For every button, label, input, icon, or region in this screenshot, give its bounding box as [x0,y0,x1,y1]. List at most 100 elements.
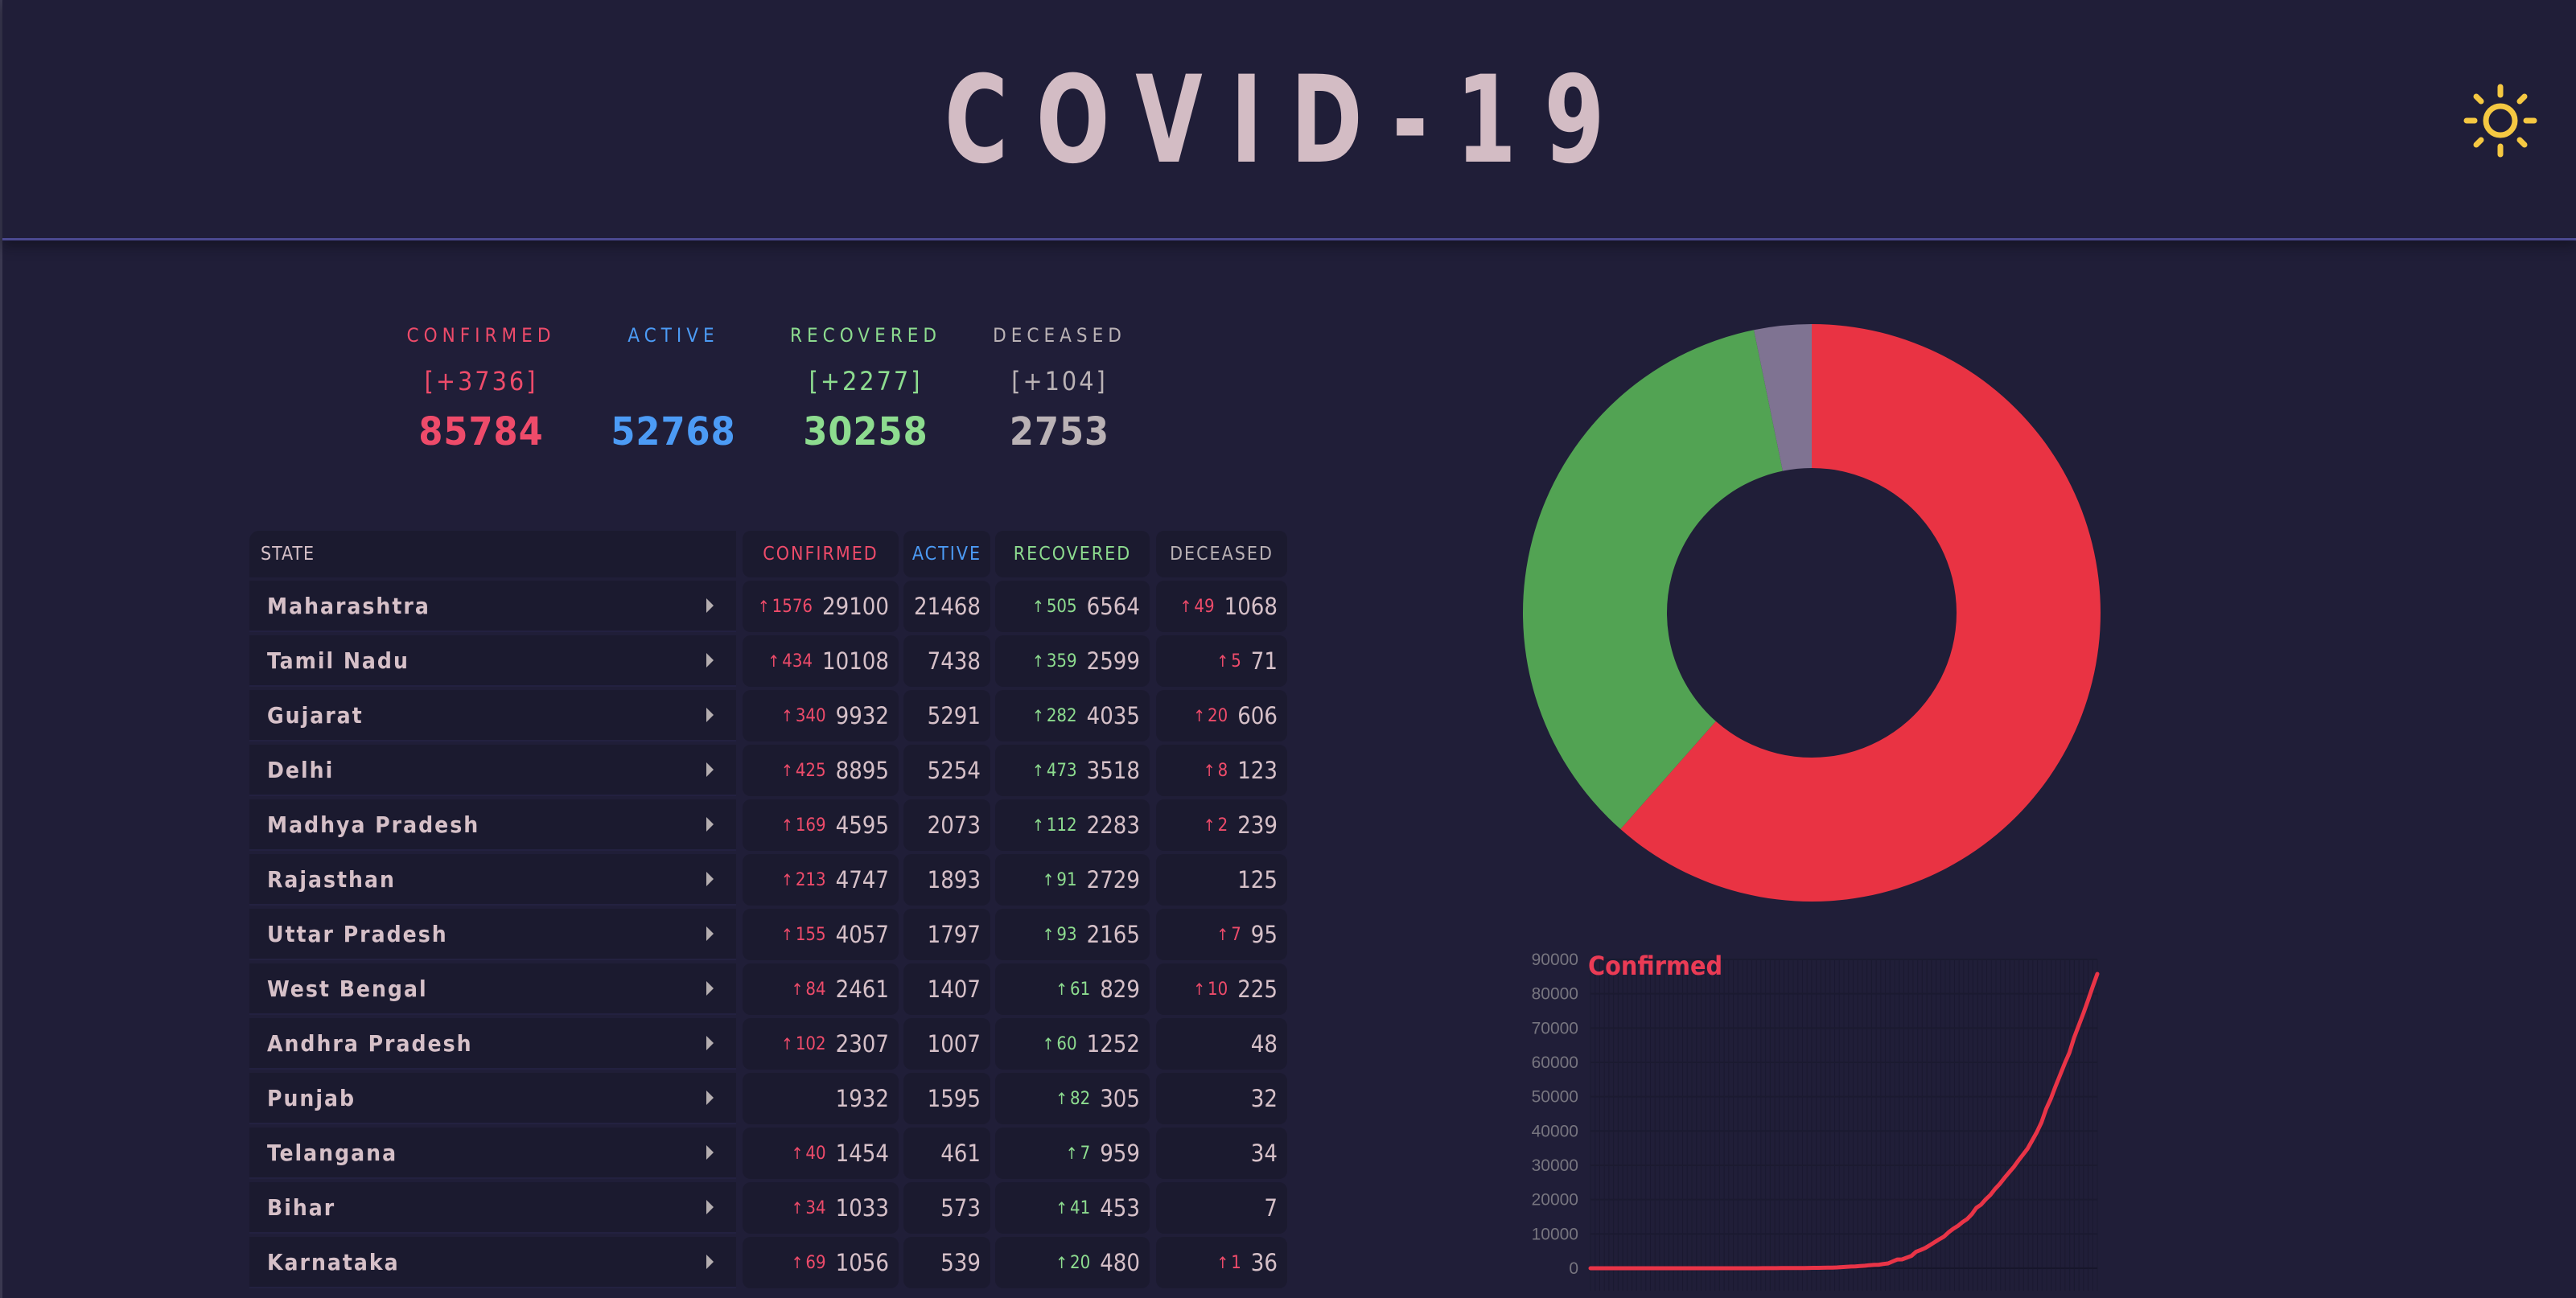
table-row[interactable]: Gujarat ↑ 340 9932 5291 ↑ 282 4035 ↑ 20 606 [249,690,1289,743]
state-name-cell[interactable]: West Bengal [249,963,736,1015]
state-name-cell[interactable]: Tamil Nadu [249,635,736,687]
active-cell: 5291 [903,690,990,741]
header-recovered[interactable]: RECOVERED [995,531,1150,577]
chevron-right-icon[interactable] [706,872,714,886]
stat-confirmed-value: 85784 [418,409,544,454]
chevron-right-icon[interactable] [706,1036,714,1050]
recovered-value: 2599 [1086,647,1140,675]
deceased-value: 48 [1250,1030,1278,1058]
confirmed-delta: ↑ 69 [791,1253,825,1273]
table-row[interactable]: Madhya Pradesh ↑ 169 4595 2073 ↑ 112 2283 ↑ 2 239 [249,799,1289,852]
deceased-cell: 48 [1156,1018,1287,1070]
arrow-up-icon: ↑ [791,980,804,999]
recovered-value: 829 [1100,976,1140,1003]
state-name-cell[interactable]: Gujarat [249,690,736,741]
confirmed-delta: ↑ 169 [781,815,826,836]
active-cell: 1407 [903,963,990,1015]
arrow-up-icon: ↑ [1216,1253,1229,1272]
state-name-cell[interactable]: Uttar Pradesh [249,909,736,960]
donut-slice-recovered[interactable] [1523,330,1783,830]
donut-slice-active[interactable] [1620,324,2101,902]
arrow-up-icon: ↑ [1042,1034,1055,1054]
confirmed-delta: ↑ 155 [781,925,826,945]
recovered-value: 2165 [1086,921,1140,948]
state-name: Gujarat [267,701,364,729]
state-name: Maharashtra [267,592,430,619]
state-name-cell[interactable]: Andhra Pradesh [249,1018,736,1070]
confirmed-delta-value: 84 [805,979,826,1000]
state-name-cell[interactable]: Maharashtra [249,581,736,632]
header-state[interactable]: STATE [249,531,736,577]
confirmed-value: 9932 [835,702,889,729]
header-deceased[interactable]: DECEASED [1156,531,1287,577]
state-name-cell[interactable]: Madhya Pradesh [249,799,736,851]
theme-toggle-button[interactable] [2460,80,2541,161]
arrow-up-icon: ↑ [1203,815,1216,835]
deceased-cell: 32 [1156,1073,1287,1124]
state-name-cell[interactable]: Bihar [249,1182,736,1234]
recovered-delta-value: 61 [1070,979,1091,1000]
recovered-cell: ↑ 41 453 [995,1182,1150,1234]
arrow-up-icon: ↑ [1065,1144,1078,1163]
state-name: Delhi [267,756,335,783]
recovered-cell: ↑ 20 480 [995,1237,1150,1288]
active-value: 5291 [927,702,981,729]
state-name-cell[interactable]: Rajasthan [249,854,736,906]
chevron-right-icon[interactable] [706,926,714,941]
header-active[interactable]: ACTIVE [903,531,990,577]
donut-slice-deceased[interactable] [1754,324,1812,471]
stat-deceased-value: 2753 [1009,409,1110,454]
state-name-cell[interactable]: Karnataka [249,1237,736,1288]
table-row[interactable]: Tamil Nadu ↑ 434 10108 7438 ↑ 359 2599 ↑ 5 71 [249,635,1289,688]
deceased-delta: ↑ 8 [1204,761,1228,781]
chevron-right-icon[interactable] [706,1200,714,1214]
confirmed-cell: ↑ 169 4595 [743,799,899,851]
table-row[interactable]: Delhi ↑ 425 8895 5254 ↑ 473 3518 ↑ 8 123 [249,745,1289,798]
chevron-right-icon[interactable] [706,1145,714,1160]
state-name-cell[interactable]: Telangana [249,1128,736,1179]
table-row[interactable]: Karnataka ↑ 69 1056 539 ↑ 20 480 ↑ 1 36 [249,1237,1289,1290]
table-row[interactable]: Punjab 1932 1595 ↑ 82 305 32 [249,1073,1289,1126]
chevron-right-icon[interactable] [706,817,714,832]
chevron-right-icon[interactable] [706,708,714,722]
table-row[interactable]: Bihar ↑ 34 1033 573 ↑ 41 453 7 [249,1182,1289,1235]
active-value: 461 [940,1140,981,1167]
state-name-cell[interactable]: Punjab [249,1073,736,1124]
svg-text:60000: 60000 [1532,1054,1578,1072]
confirmed-delta: ↑ 102 [781,1034,826,1054]
state-name: Uttar Pradesh [267,920,448,947]
confirmed-value: 4595 [835,811,889,839]
chevron-right-icon[interactable] [706,598,714,613]
y-axis-ticks: 0 10000 20000 30000 40000 50000 60000 70000 8000… [1532,951,1578,1278]
confirmed-line-chart: 0 10000 20000 30000 40000 50000 60000 70000 8000… [1532,951,2100,1291]
recovered-delta: ↑ 61 [1056,980,1090,1000]
arrow-up-icon: ↑ [767,651,780,671]
arrow-up-icon: ↑ [1031,706,1044,725]
table-row[interactable]: Maharashtra ↑ 1576 29100 21468 ↑ 505 6564 ↑ 49 106… [249,581,1289,634]
header-confirmed[interactable]: CONFIRMED [743,531,899,577]
chevron-right-icon[interactable] [706,1091,714,1105]
stat-confirmed-delta: [+3736] [424,366,538,396]
deceased-delta-value: 5 [1231,651,1241,672]
deceased-value: 239 [1237,811,1278,839]
arrow-up-icon: ↑ [1055,1089,1068,1108]
confirmed-cell: ↑ 1576 29100 [743,581,899,632]
svg-text:20000: 20000 [1532,1191,1578,1210]
table-row[interactable]: West Bengal ↑ 84 2461 1407 ↑ 61 829 ↑ 10 225 [249,963,1289,1017]
state-name-cell[interactable]: Delhi [249,745,736,796]
confirmed-delta: ↑ 1576 [758,597,813,617]
chevron-right-icon[interactable] [706,1255,714,1269]
active-value: 21468 [914,593,981,620]
chevron-right-icon[interactable] [706,762,714,777]
deceased-delta-value: 8 [1217,760,1228,781]
chevron-right-icon[interactable] [706,653,714,667]
recovered-delta-value: 60 [1056,1033,1077,1054]
table-row[interactable]: Telangana ↑ 40 1454 461 ↑ 7 959 34 [249,1128,1289,1181]
table-row[interactable]: Uttar Pradesh ↑ 155 4057 1797 ↑ 93 2165 ↑ 7 95 [249,909,1289,962]
chevron-right-icon[interactable] [706,981,714,996]
recovered-delta-value: 20 [1070,1252,1091,1273]
confirmed-delta: ↑ 340 [781,706,826,726]
table-row[interactable]: Rajasthan ↑ 213 4747 1893 ↑ 91 2729 125 [249,854,1289,907]
confirmed-delta-value: 169 [795,815,826,836]
table-row[interactable]: Andhra Pradesh ↑ 102 2307 1007 ↑ 60 1252 48 [249,1018,1289,1071]
